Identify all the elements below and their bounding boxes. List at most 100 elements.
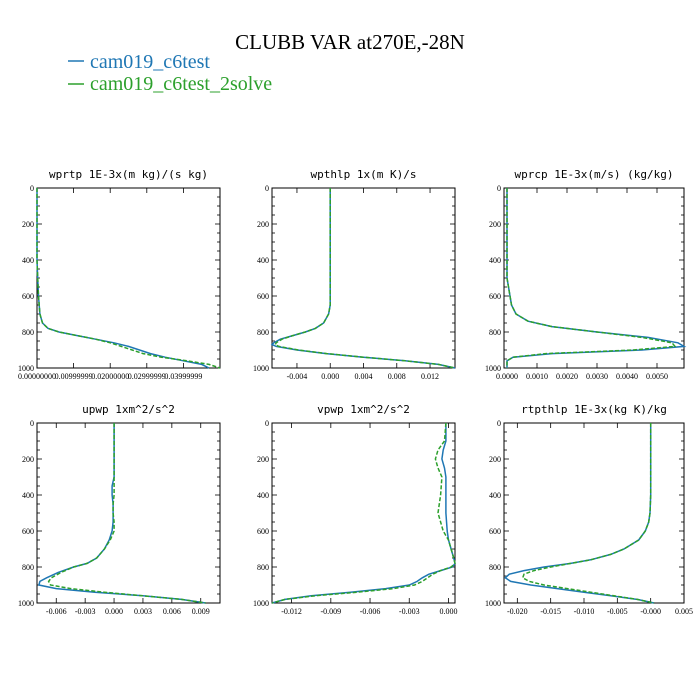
x-tick-label: 0.008: [388, 372, 406, 381]
x-tick-label: 0.000: [439, 607, 457, 616]
x-tick-label: 0.0030: [586, 372, 608, 381]
series-line-0: [504, 423, 655, 604]
panel-title: rtpthlp 1E-3x(kg K)/kg: [521, 403, 667, 416]
series-line-0: [270, 188, 456, 369]
y-tick-label: 400: [489, 256, 501, 265]
panel-3: upwp 1xm^2/s^2 0 200 400 600 800 1000 -0.006 -0.…: [18, 403, 221, 616]
x-tick-label: -0.000: [640, 607, 661, 616]
x-tick-label: 0.006: [163, 607, 181, 616]
y-tick-label: 800: [489, 563, 501, 572]
x-tick-label: 0.012: [421, 372, 439, 381]
y-tick-label: 800: [257, 563, 269, 572]
x-tick-label: -0.010: [574, 607, 595, 616]
x-tick-label: -0.003: [399, 607, 420, 616]
panel-0: wprtp 1E-3x(m kg)/(s kg) 0 200 400 600 800 100…: [18, 168, 221, 381]
y-tick-label: 400: [257, 491, 269, 500]
x-tick-label: -0.006: [46, 607, 67, 616]
y-tick-label: 800: [22, 328, 34, 337]
x-tick-label: -0.003: [75, 607, 96, 616]
panel-1: wpthlp 1x(m K)/s 0 200 400 600 800 1000 -0.004 0…: [253, 168, 456, 381]
plot-frame: [271, 187, 456, 369]
x-tick-label: -0.020: [507, 607, 528, 616]
x-tick-label: 0.005: [675, 607, 693, 616]
y-tick-label: 600: [489, 527, 501, 536]
y-tick-label: 600: [22, 292, 34, 301]
y-tick-label: 800: [489, 328, 501, 337]
x-tick-label: 0.003: [134, 607, 152, 616]
y-tick-label: 400: [257, 256, 269, 265]
series-line-0: [37, 423, 206, 604]
y-tick-label: 600: [257, 527, 269, 536]
y-tick-label: 1000: [18, 599, 34, 608]
x-tick-label: 0.00999999: [55, 372, 93, 381]
plot-frame: [36, 422, 221, 604]
x-tick-label: -0.015: [540, 607, 561, 616]
x-tick-label: 0.0020: [556, 372, 578, 381]
plot-frame: [36, 187, 221, 369]
y-tick-label: 0: [30, 419, 34, 428]
panel-title: upwp 1xm^2/s^2: [82, 403, 175, 416]
plot-frame: [503, 187, 685, 369]
y-tick-label: 1000: [485, 599, 501, 608]
y-tick-label: 0: [497, 419, 501, 428]
series-line-1: [506, 188, 677, 368]
series-line-1: [274, 188, 456, 369]
plot-frame: [503, 422, 685, 604]
legend-label-0: cam019_c6test: [90, 51, 210, 73]
y-tick-label: 200: [489, 220, 501, 229]
y-tick-label: 200: [22, 220, 34, 229]
x-tick-label: 0.0000: [496, 372, 518, 381]
panel-4: vpwp 1xm^2/s^2 0 200 400 600 800 1000 -0.012 -0.…: [253, 403, 457, 616]
panels-grid: wprtp 1E-3x(m kg)/(s kg) 0 200 400 600 800 100…: [18, 168, 693, 616]
x-tick-label: -0.006: [360, 607, 381, 616]
series-line-1: [521, 423, 655, 604]
panel-title: vpwp 1xm^2/s^2: [317, 403, 410, 416]
panel-2: wprcp 1E-3x(m/s) (kg/kg) 0 200 400 600 800 100…: [485, 168, 687, 381]
y-tick-label: 1000: [18, 364, 34, 373]
y-tick-label: 200: [22, 455, 34, 464]
x-tick-label: -0.012: [281, 607, 302, 616]
x-tick-label: 0.000: [105, 607, 123, 616]
y-tick-label: 200: [257, 220, 269, 229]
series-line-1: [36, 188, 221, 369]
y-tick-label: 600: [22, 527, 34, 536]
legend: cam019_c6test cam019_c6test_2solve: [68, 51, 272, 95]
y-tick-label: 1000: [253, 599, 269, 608]
x-tick-label: 0.0010: [526, 372, 548, 381]
x-tick-label: 0.02999999: [128, 372, 166, 381]
x-tick-label: 0.0050: [646, 372, 668, 381]
x-tick-label: 0.00000000: [18, 372, 56, 381]
y-tick-label: 600: [257, 292, 269, 301]
legend-label-1: cam019_c6test_2solve: [90, 73, 272, 95]
x-tick-label: 0.004: [355, 372, 373, 381]
y-tick-label: 400: [22, 256, 34, 265]
y-tick-label: 600: [489, 292, 501, 301]
panel-title: wprtp 1E-3x(m kg)/(s kg): [49, 168, 208, 181]
plot-frame: [271, 422, 456, 604]
figure-title: CLUBB VAR at270E,-28N: [235, 30, 465, 54]
y-tick-label: 0: [265, 419, 269, 428]
y-tick-label: 0: [497, 184, 501, 193]
x-tick-label: 0.0040: [616, 372, 638, 381]
panel-title: wprcp 1E-3x(m/s) (kg/kg): [515, 168, 674, 181]
y-tick-label: 400: [489, 491, 501, 500]
panel-title: wpthlp 1x(m K)/s: [311, 168, 417, 181]
x-tick-label: 0.03999999: [164, 372, 202, 381]
series-line-1: [47, 423, 206, 604]
x-tick-label: 0.02000000: [91, 372, 129, 381]
y-tick-label: 0: [265, 184, 269, 193]
x-tick-label: 0.000: [321, 372, 339, 381]
x-tick-label: 0.009: [192, 607, 210, 616]
x-tick-label: -0.005: [607, 607, 628, 616]
x-tick-label: -0.009: [320, 607, 341, 616]
y-tick-label: 200: [489, 455, 501, 464]
panel-5: rtpthlp 1E-3x(kg K)/kg02004006008001000-…: [485, 403, 693, 616]
y-tick-label: 0: [30, 184, 34, 193]
y-tick-label: 400: [22, 491, 34, 500]
series-line-1: [271, 422, 456, 604]
x-tick-label: -0.004: [287, 372, 308, 381]
y-tick-label: 800: [257, 328, 269, 337]
series-line-0: [506, 188, 687, 368]
y-tick-label: 1000: [253, 364, 269, 373]
